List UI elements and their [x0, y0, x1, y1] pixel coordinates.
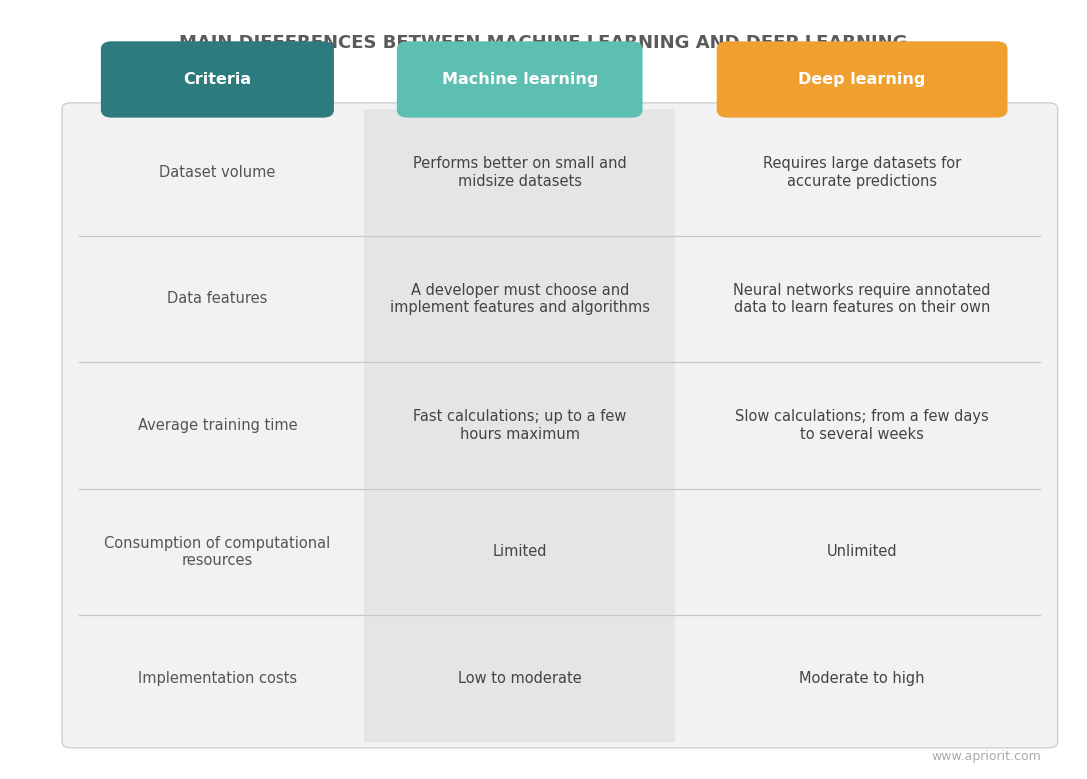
- Text: Fast calculations; up to a few
hours maximum: Fast calculations; up to a few hours max…: [413, 409, 626, 442]
- FancyBboxPatch shape: [101, 41, 334, 118]
- Text: Implementation costs: Implementation costs: [138, 671, 297, 686]
- Text: Criteria: Criteria: [184, 72, 251, 87]
- Text: Machine learning: Machine learning: [441, 72, 598, 87]
- Text: A developer must choose and
implement features and algorithms: A developer must choose and implement fe…: [390, 283, 650, 315]
- FancyBboxPatch shape: [364, 109, 675, 742]
- FancyBboxPatch shape: [716, 41, 1008, 118]
- Text: Moderate to high: Moderate to high: [799, 671, 925, 686]
- Text: www.apriorit.com: www.apriorit.com: [932, 750, 1041, 763]
- Text: Data features: Data features: [167, 291, 267, 306]
- Text: Requires large datasets for
accurate predictions: Requires large datasets for accurate pre…: [763, 156, 961, 189]
- Text: Average training time: Average training time: [138, 418, 297, 433]
- Text: Low to moderate: Low to moderate: [458, 671, 582, 686]
- Text: Neural networks require annotated
data to learn features on their own: Neural networks require annotated data t…: [734, 283, 991, 315]
- Text: Unlimited: Unlimited: [827, 545, 898, 559]
- Text: MAIN DIFFERENCES BETWEEN MACHINE LEARNING AND DEEP LEARNING: MAIN DIFFERENCES BETWEEN MACHINE LEARNIN…: [179, 33, 908, 52]
- Text: Slow calculations; from a few days
to several weeks: Slow calculations; from a few days to se…: [735, 409, 989, 442]
- FancyBboxPatch shape: [397, 41, 642, 118]
- Text: Dataset volume: Dataset volume: [159, 165, 276, 180]
- Text: Deep learning: Deep learning: [799, 72, 926, 87]
- Text: Performs better on small and
midsize datasets: Performs better on small and midsize dat…: [413, 156, 626, 189]
- Text: Consumption of computational
resources: Consumption of computational resources: [104, 536, 330, 568]
- Text: Limited: Limited: [492, 545, 547, 559]
- FancyBboxPatch shape: [62, 103, 1058, 748]
